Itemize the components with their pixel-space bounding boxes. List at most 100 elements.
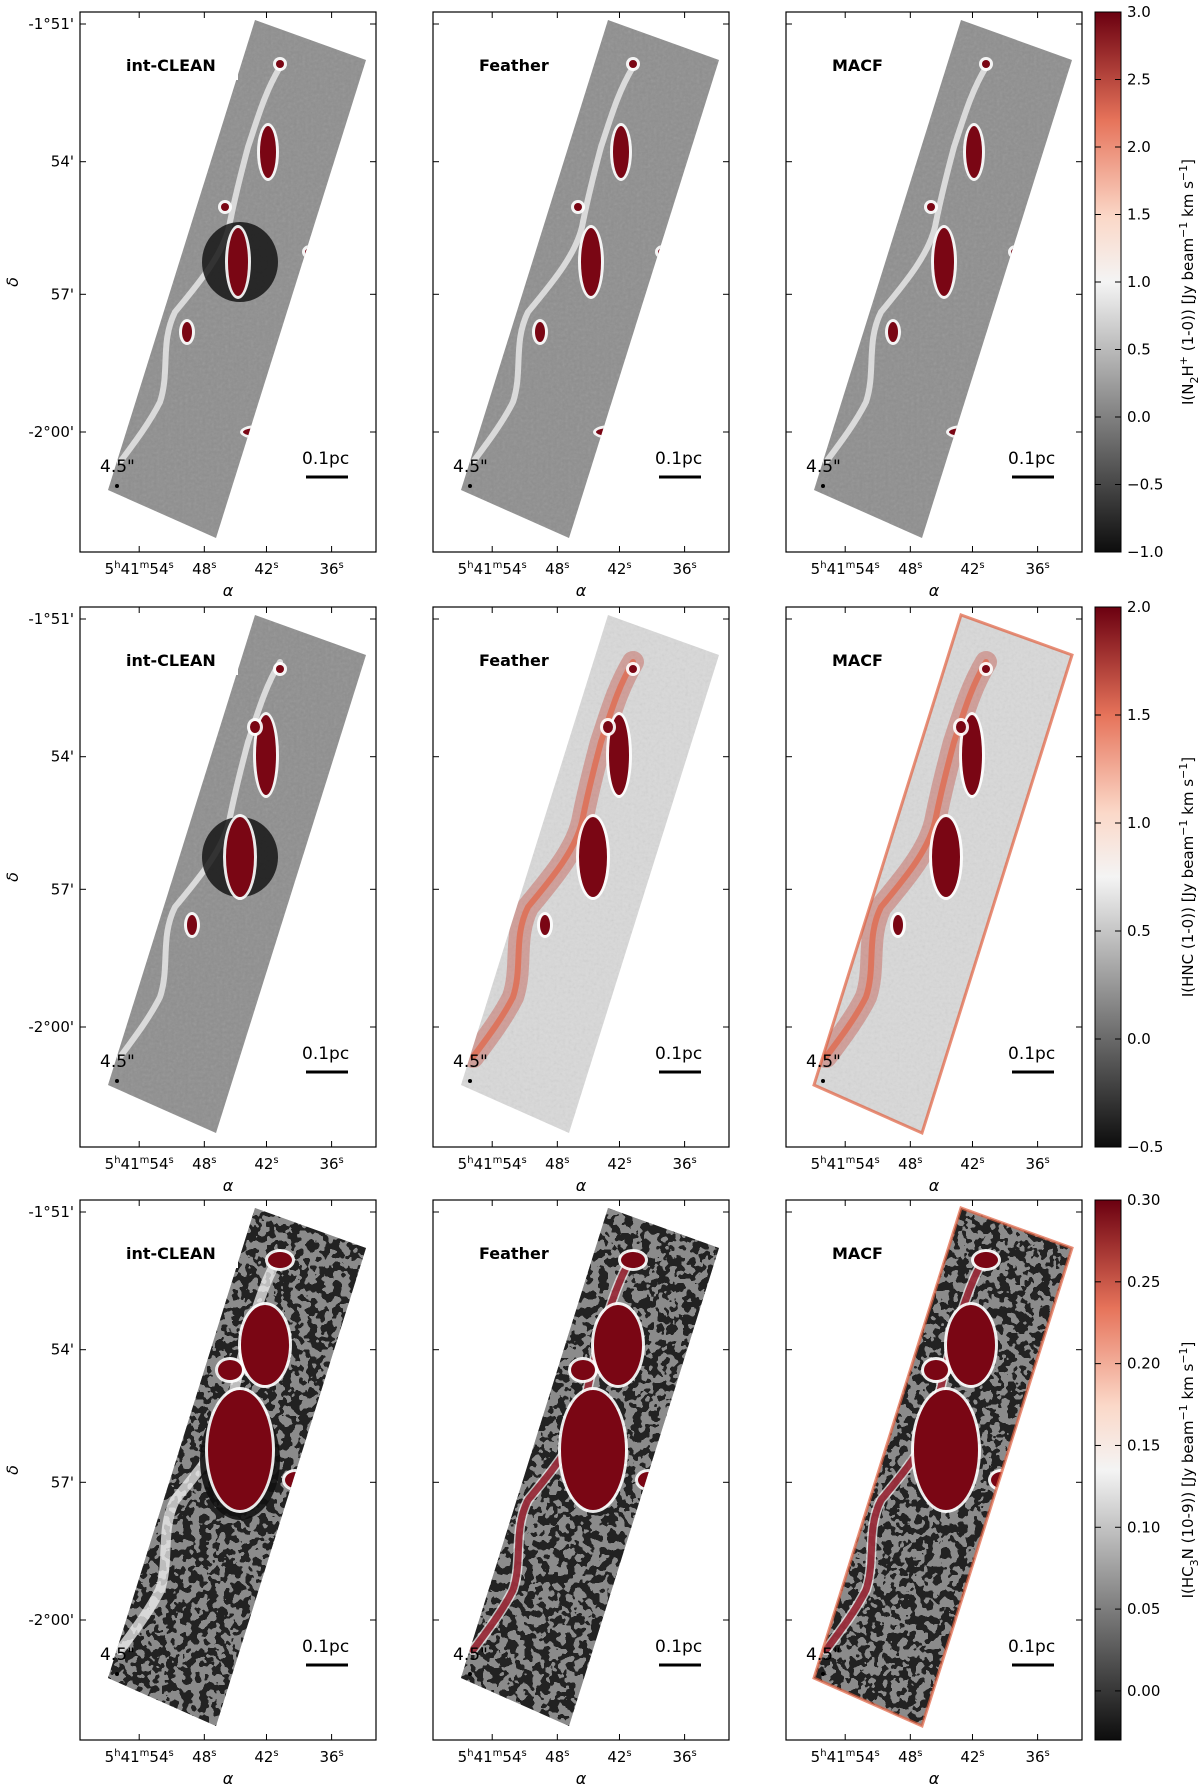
y-axis-label: δ bbox=[3, 1465, 22, 1475]
x-tick-label: 42s bbox=[960, 560, 984, 578]
map-panel-2-3: 5h41m54s 48s 42s 36s α MACF 4.5" 0.1pc bbox=[785, 606, 1083, 1195]
method-label: Feather bbox=[479, 56, 549, 75]
x-tick-label: 48s bbox=[192, 1748, 216, 1766]
method-label: MACF bbox=[832, 1244, 883, 1263]
beam-label: 4.5" bbox=[806, 1052, 841, 1072]
colorbar-tick-label: 0.30 bbox=[1127, 1191, 1160, 1209]
x-tick-label: 48s bbox=[545, 1748, 569, 1766]
colorbar-tick-label: 0.00 bbox=[1127, 1682, 1160, 1700]
emission-clump bbox=[571, 1360, 595, 1380]
colorbar-label: I(HNC (1-0)) [Jy beam−1 km s−1] bbox=[1177, 757, 1197, 997]
x-tick-label: 5h41m54s bbox=[105, 1155, 174, 1173]
emission-clump bbox=[187, 915, 197, 935]
colorbar-tick-label: 0.20 bbox=[1127, 1355, 1160, 1373]
x-axis-label: α bbox=[929, 1176, 940, 1195]
colorbar-tick-label: 2.0 bbox=[1127, 138, 1151, 156]
method-label-box bbox=[471, 645, 566, 675]
method-label: Feather bbox=[479, 651, 549, 670]
method-label-box bbox=[824, 1238, 919, 1268]
x-tick-label: 36s bbox=[319, 560, 343, 578]
emission-clump bbox=[276, 60, 284, 68]
emission-clump bbox=[221, 203, 229, 211]
colorbar-tick-label: 0.0 bbox=[1127, 408, 1151, 426]
edge-artifact bbox=[812, 1206, 1074, 1729]
colorbar-tick-label: 3.0 bbox=[1127, 3, 1151, 21]
colorbar-gradient bbox=[1094, 606, 1122, 1148]
colorbar-label: I(N2H+ (1-0)) [Jy beam−1 km s−1] bbox=[1177, 159, 1200, 405]
map-panel-1-1: -1°51' 54' 57' -2°00' 5h41m54s 48s 42s 36s α δ int… bbox=[3, 11, 377, 600]
beam-label: 4.5" bbox=[453, 1052, 488, 1072]
beam-marker bbox=[821, 1079, 825, 1083]
colorbar-tick-label: 0.10 bbox=[1127, 1518, 1160, 1536]
colorbar-tick-label: 0.0 bbox=[1127, 1030, 1151, 1048]
colorbar-label: I(HC3N (10-9)) [Jy beam−1 km s−1] bbox=[1177, 1342, 1200, 1599]
panel-frame bbox=[79, 1199, 377, 1741]
emission-clump bbox=[658, 248, 668, 256]
clump-halo bbox=[302, 245, 318, 259]
x-tick-label: 5h41m54s bbox=[811, 1155, 880, 1173]
y-tick-label: -1°51' bbox=[28, 1203, 74, 1221]
emission-clump bbox=[629, 60, 637, 68]
scalebar-label: 0.1pc bbox=[302, 1044, 349, 1064]
x-tick-label: 5h41m54s bbox=[105, 560, 174, 578]
emission-clump bbox=[982, 60, 990, 68]
method-label-box bbox=[118, 1238, 238, 1268]
x-tick-label: 42s bbox=[607, 1748, 631, 1766]
scalebar-label: 0.1pc bbox=[302, 449, 349, 469]
colorbar-tick-label: 0.15 bbox=[1127, 1436, 1160, 1454]
x-tick-label: 42s bbox=[607, 560, 631, 578]
beam-label: 4.5" bbox=[100, 1052, 135, 1072]
emission-clump bbox=[256, 715, 276, 795]
emission-clump bbox=[962, 715, 982, 795]
x-tick-label: 48s bbox=[545, 560, 569, 578]
map-panel-3-1: -1°51' 54' 57' -2°00' 5h41m54s 48s 42s 36s α δ int… bbox=[3, 1199, 377, 1788]
beam-marker bbox=[468, 1079, 472, 1083]
x-tick-label: 36s bbox=[672, 1748, 696, 1766]
emission-clump bbox=[250, 721, 260, 733]
beam-label: 4.5" bbox=[806, 1645, 841, 1665]
filament bbox=[823, 64, 989, 465]
colorbar-tick-label: 0.05 bbox=[1127, 1600, 1160, 1618]
method-label-box bbox=[471, 1238, 566, 1268]
method-label: Feather bbox=[479, 1244, 549, 1263]
map-panel-2-1: -1°51' 54' 57' -2°00' 5h41m54s 48s 42s 36s α δ int… bbox=[3, 606, 377, 1195]
colorbar-tick-label: −0.5 bbox=[1127, 1138, 1163, 1156]
x-tick-label: 42s bbox=[607, 1155, 631, 1173]
panel-frame bbox=[785, 11, 1083, 553]
emission-clump bbox=[561, 1390, 625, 1510]
emission-clump bbox=[629, 665, 637, 673]
edge-artifact bbox=[812, 613, 1074, 1136]
emission-clump bbox=[594, 1305, 642, 1385]
emission-clump bbox=[285, 1472, 305, 1488]
panel-frame bbox=[432, 1199, 730, 1741]
x-tick-label: 48s bbox=[898, 1748, 922, 1766]
x-tick-label: 36s bbox=[319, 1155, 343, 1173]
emission-clump bbox=[305, 248, 315, 256]
y-tick-label: 57' bbox=[51, 880, 74, 898]
emission-clump bbox=[241, 1305, 289, 1385]
emission-clump bbox=[276, 665, 284, 673]
x-axis-label: α bbox=[223, 1769, 234, 1788]
x-tick-label: 36s bbox=[1025, 1155, 1049, 1173]
map-panel-2-2: 5h41m54s 48s 42s 36s α Feather 4.5" 0.1pc bbox=[432, 606, 730, 1195]
scalebar-label: 0.1pc bbox=[655, 1637, 702, 1657]
method-label-box bbox=[471, 50, 566, 80]
x-tick-label: 42s bbox=[960, 1155, 984, 1173]
y-tick-label: -2°00' bbox=[28, 423, 74, 441]
x-tick-label: 48s bbox=[192, 1155, 216, 1173]
beam-marker bbox=[821, 1672, 825, 1676]
x-axis-label: α bbox=[576, 581, 587, 600]
method-label: int-CLEAN bbox=[126, 1244, 216, 1263]
x-tick-label: 48s bbox=[192, 560, 216, 578]
clump-halo bbox=[655, 245, 671, 259]
y-tick-label: -2°00' bbox=[28, 1018, 74, 1036]
method-label: MACF bbox=[832, 651, 883, 670]
emission-clump bbox=[927, 203, 935, 211]
emission-clump bbox=[956, 721, 966, 733]
clump-halo bbox=[1008, 245, 1024, 259]
colorbar-tick-label: 2.5 bbox=[1127, 71, 1151, 89]
beam-marker bbox=[468, 1672, 472, 1676]
emission-clump bbox=[621, 1252, 645, 1268]
colorbar-tick-label: −1.0 bbox=[1127, 543, 1163, 561]
emission-clump bbox=[579, 817, 607, 897]
